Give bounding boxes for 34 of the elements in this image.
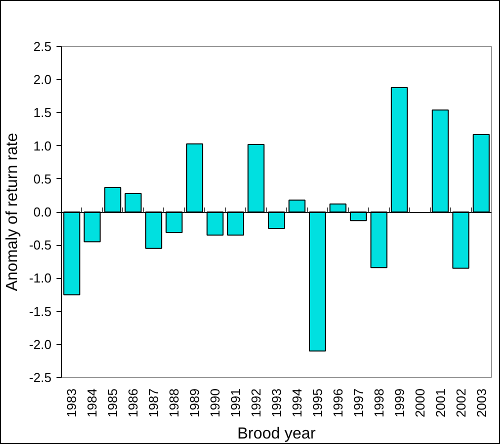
x-tick-label: 1984: [84, 388, 100, 418]
y-tick-label: -0.5: [29, 238, 52, 253]
x-tick-label: 1995: [310, 388, 325, 418]
y-tick-label: 1.5: [33, 105, 52, 120]
y-tick-label: 1.0: [33, 138, 52, 154]
x-tick-label: 1989: [187, 388, 202, 418]
y-tick-label: -2.5: [29, 370, 52, 385]
x-tick-label: 1990: [208, 388, 223, 418]
x-axis-title: Brood year: [237, 425, 316, 442]
y-tick-label: 0.0: [33, 204, 52, 220]
x-tick-label: 1997: [350, 388, 366, 418]
x-tick-label: 1988: [166, 388, 182, 418]
y-tick-label: 2.0: [33, 72, 52, 88]
y-tick-label: 0.5: [33, 171, 52, 186]
x-tick-label: 1994: [289, 388, 304, 418]
y-tick-label: -2.0: [29, 336, 52, 352]
y-tick-label: -1.0: [29, 270, 52, 286]
x-tick-label: 2002: [453, 388, 468, 418]
y-axis-title: Anomaly of return rate: [4, 132, 22, 292]
x-tick-label: 2001: [432, 388, 448, 418]
x-tick-label: 1983: [64, 388, 80, 418]
x-tick-label: 1986: [126, 388, 141, 418]
x-tick-label: 1993: [269, 388, 284, 418]
x-tick-label: 1991: [228, 388, 244, 418]
x-tick-label: 1998: [371, 388, 386, 418]
x-tick-label: 1999: [392, 388, 407, 418]
y-tick-label: 2.5: [33, 39, 52, 54]
x-tick-label: 1996: [330, 388, 346, 418]
x-tick-label: 1987: [146, 388, 162, 418]
x-tick-label: 2003: [474, 388, 489, 418]
x-tick-label: 1985: [105, 388, 120, 418]
x-tick-label: 1992: [248, 388, 264, 418]
y-tick-label: -1.5: [29, 304, 52, 319]
x-tick-label: 2000: [412, 388, 428, 418]
